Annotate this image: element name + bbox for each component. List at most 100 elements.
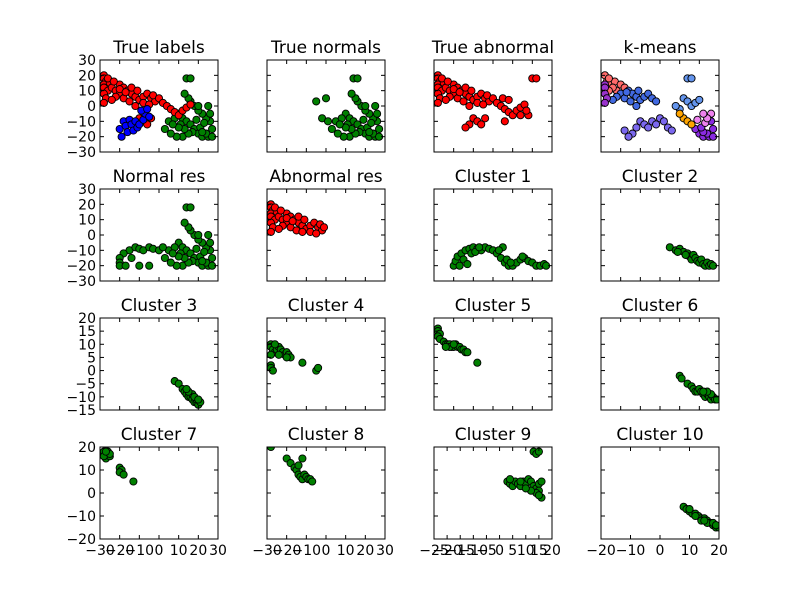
y-tick-label: 20 [78, 440, 96, 456]
scatter-point [206, 238, 215, 247]
x-tick-label: −20 [105, 543, 135, 559]
y-tick-label: 10 [78, 213, 96, 229]
scatter-point [622, 88, 631, 97]
scatter-point [711, 521, 719, 530]
x-tick-label: 10 [170, 543, 188, 559]
subplot-title: Cluster 8 [288, 425, 365, 445]
x-tick-label: 30 [376, 543, 394, 559]
y-tick-label: −30 [66, 145, 96, 161]
x-tick-label: 20 [356, 543, 374, 559]
scatter-point [712, 395, 719, 404]
y-tick-label: −10 [66, 509, 96, 525]
scatter-point [700, 516, 709, 525]
y-tick-label: 20 [78, 197, 96, 213]
scatter-point [274, 350, 283, 359]
scatter-point [506, 258, 515, 267]
y-tick-label: 0 [87, 99, 96, 115]
scatter-point [166, 258, 175, 267]
scatter-point [620, 126, 629, 135]
y-tick-label: 30 [78, 53, 96, 69]
scatter-point [481, 114, 490, 123]
x-tick-label: 10 [517, 543, 535, 559]
scatter-point [632, 101, 641, 111]
scatter-point [180, 89, 189, 98]
scatter-point [323, 117, 333, 126]
scatter-point [312, 97, 321, 106]
scatter-point [267, 447, 275, 452]
scatter-point [107, 95, 116, 104]
x-tick-label: −20 [272, 543, 302, 559]
scatter-point [270, 340, 279, 349]
subplot-2: True normals [266, 38, 386, 153]
x-tick-label: −10 [616, 543, 646, 559]
scatter-point [537, 477, 546, 486]
subplot-4: k-means [600, 38, 720, 153]
scatter-point [687, 74, 696, 83]
scatter-point [534, 491, 543, 500]
scatter-point [434, 98, 442, 107]
scatter-point [145, 112, 154, 121]
x-tick-label: 0 [495, 543, 504, 559]
scatter-point [158, 243, 167, 252]
y-tick-label: 5 [87, 350, 96, 366]
scatter-point [359, 115, 368, 124]
scatter-point [709, 124, 718, 134]
scatter-point [300, 215, 309, 224]
scatter-point [361, 101, 370, 111]
subplot-10: Cluster 4 [266, 296, 386, 411]
x-tick-label: 20 [543, 543, 561, 559]
subplot-title: Cluster 9 [455, 425, 532, 445]
points-group [679, 502, 719, 532]
scatter-point [675, 109, 684, 118]
scatter-point [298, 454, 307, 463]
scatter-point [160, 124, 169, 134]
x-tick-label: −30 [252, 543, 282, 559]
scatter-point [208, 253, 217, 263]
subplot-title: Cluster 4 [288, 296, 365, 316]
scatter-point [505, 475, 515, 484]
x-tick-label: 5 [508, 543, 517, 559]
scatter-point [121, 88, 130, 97]
scatter-point [699, 109, 708, 118]
scatter-point [375, 124, 384, 134]
scatter-point [125, 97, 134, 106]
scatter-point [691, 511, 700, 521]
scatter-point [463, 260, 472, 269]
scatter-point [160, 253, 169, 263]
scatter-point [693, 115, 702, 124]
scatter-point [319, 223, 329, 232]
scatter-point [644, 123, 653, 132]
scatter-point [467, 86, 476, 95]
scatter-point [522, 106, 531, 115]
y-tick-label: 10 [78, 463, 96, 479]
points-group [267, 200, 329, 238]
scatter-point [186, 203, 195, 212]
scatter-point [687, 120, 696, 129]
scatter-point [314, 363, 323, 372]
scatter-point [365, 128, 374, 137]
y-tick-label: −5 [75, 377, 96, 393]
points-group [100, 447, 138, 486]
x-tick-label: −30 [85, 543, 115, 559]
scatter-point [198, 257, 207, 266]
y-tick-label: −10 [66, 114, 96, 130]
scatter-point [208, 124, 217, 134]
subplot-title: k-means [623, 38, 696, 58]
scatter-point [347, 89, 356, 98]
scatter-point [294, 461, 303, 470]
y-tick-label: 10 [78, 337, 96, 353]
subplot-title: Cluster 7 [121, 425, 198, 445]
x-tick-label: 0 [155, 543, 164, 559]
subplot-16: Cluster 10 −20 −10 0 10 20 [586, 425, 728, 559]
y-tick-label: −15 [66, 403, 96, 419]
y-tick-label: −20 [66, 259, 96, 275]
scatter-point [192, 244, 201, 253]
scatter-point [174, 379, 183, 388]
scatter-point [626, 97, 635, 106]
scatter-point [601, 98, 609, 107]
scatter-point [204, 230, 213, 240]
y-tick-label: 15 [78, 324, 96, 340]
scatter-point [459, 97, 468, 106]
scatter-point [494, 246, 503, 255]
